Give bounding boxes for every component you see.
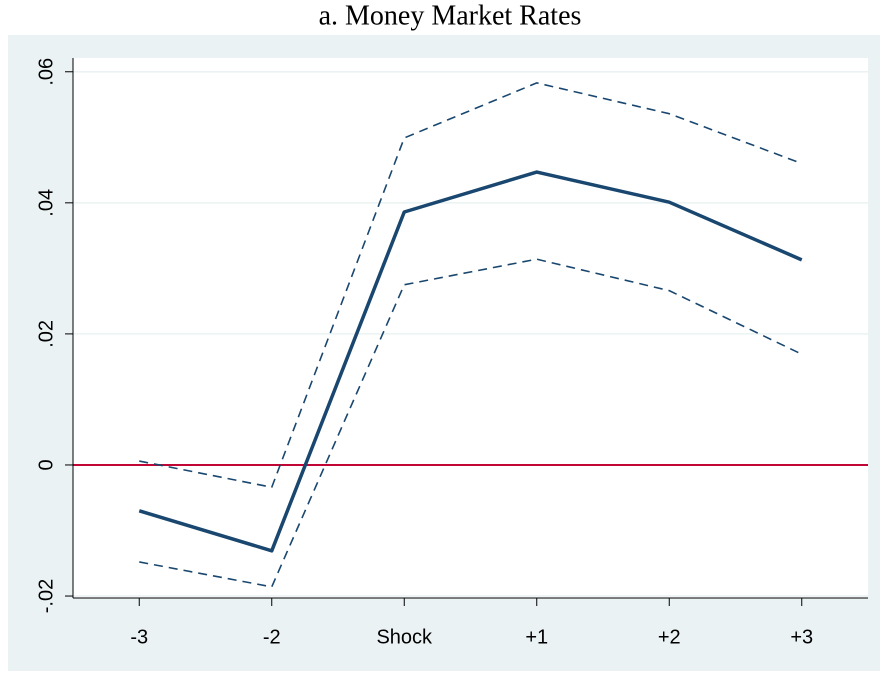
x-tick-label: -2 [263, 626, 281, 648]
x-tick-label: +2 [658, 626, 681, 648]
y-tick-label: .06 [35, 58, 57, 86]
y-tick-label: .02 [35, 320, 57, 348]
confidence-line [139, 82, 803, 489]
x-tick-label: +1 [525, 626, 548, 648]
y-tick-label: 0 [35, 459, 57, 470]
x-tick-label: Shock [376, 626, 433, 648]
plot-area [73, 58, 868, 598]
chart-title: a. Money Market Rates [319, 0, 582, 31]
estimate-line [138, 170, 803, 553]
y-tick-label: -.02 [35, 579, 57, 613]
x-tick-label: -3 [130, 626, 148, 648]
y-tick-label: .04 [35, 189, 57, 217]
x-tick-label: +3 [790, 626, 813, 648]
confidence-line [139, 258, 803, 588]
